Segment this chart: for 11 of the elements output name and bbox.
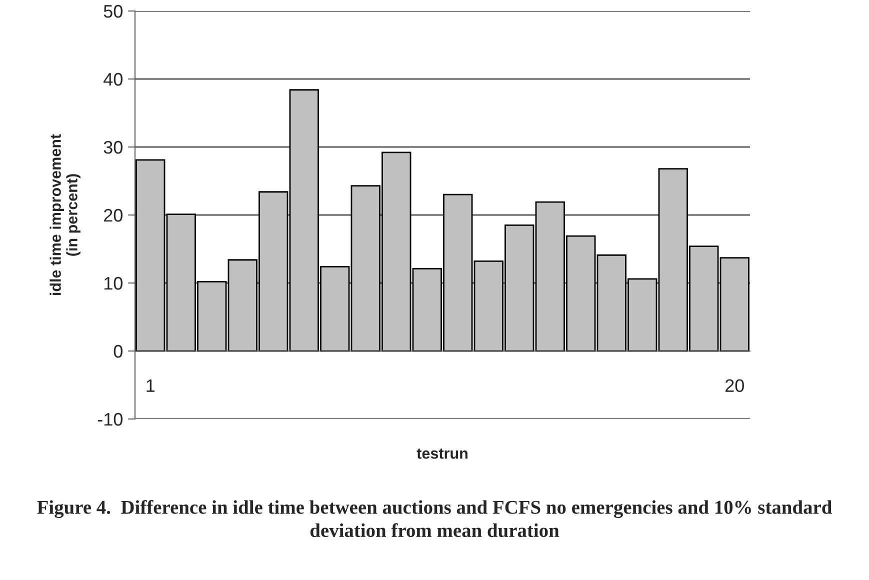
y-tick-label: -10	[98, 412, 122, 426]
y-tick-label: 50	[104, 4, 122, 18]
caption: Figure 4. Difference in idle time between auctions and FCFS no emergencies and 10% standard deviation from mean duration	[37, 500, 832, 538]
y-tick-label: 10	[104, 276, 122, 290]
y-tick-label: 40	[104, 72, 122, 86]
x-tick-label: 1	[146, 379, 155, 392]
y-tick-label: 20	[104, 208, 122, 222]
y-tick-label: 30	[104, 140, 122, 154]
y-axis-title: idle time improvement (in percent)	[50, 134, 80, 296]
x-axis-title: testrun	[416, 448, 468, 459]
y-tick-label: 0	[114, 344, 122, 358]
